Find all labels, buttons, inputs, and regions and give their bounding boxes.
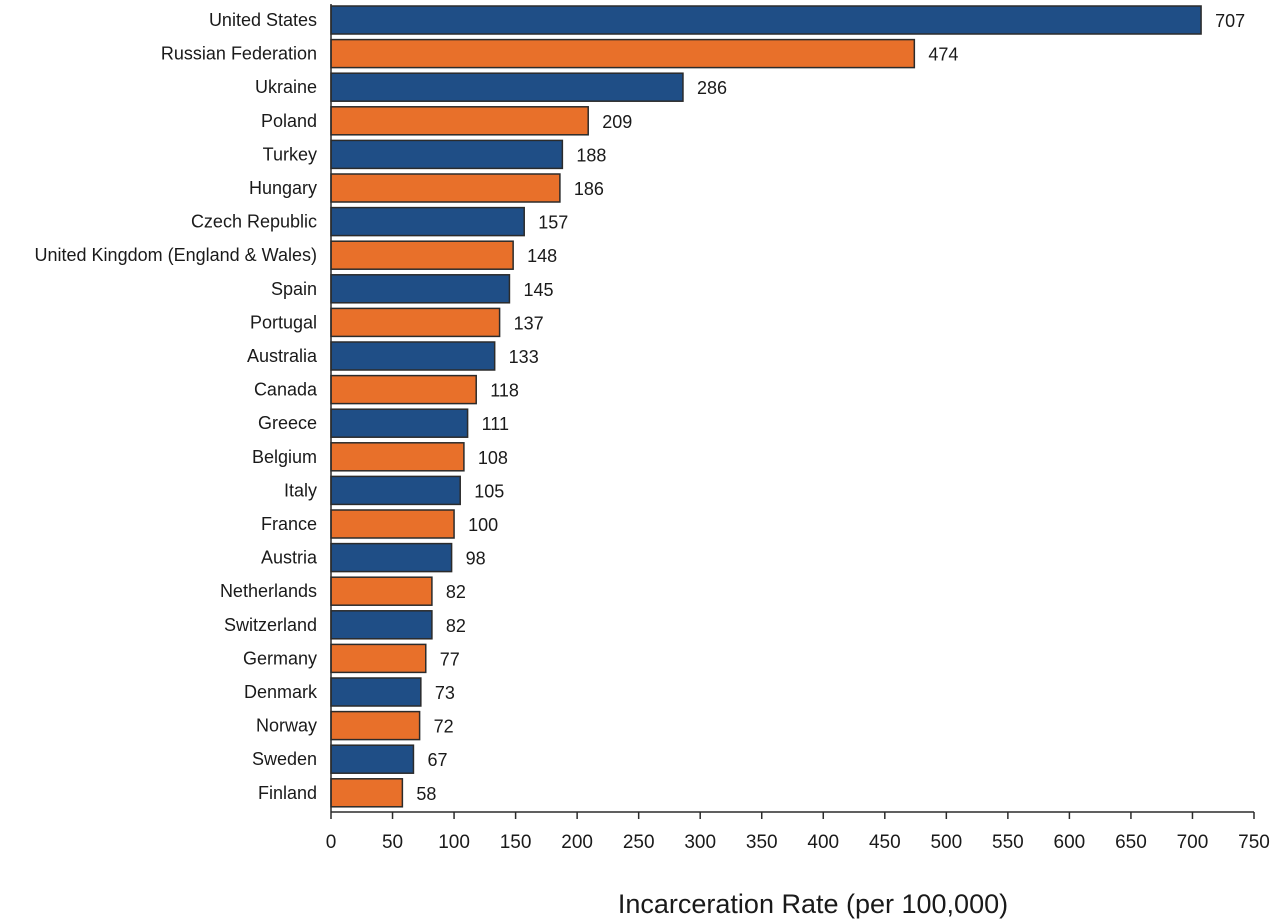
x-tick-label-300: 300 [684, 832, 716, 853]
value-label-spain: 145 [523, 280, 553, 300]
x-tick-label-150: 150 [500, 832, 532, 853]
category-label-italy: Italy [284, 480, 317, 500]
x-tick-label-200: 200 [561, 832, 593, 853]
value-label-turkey: 188 [576, 145, 606, 165]
x-tick-label-400: 400 [807, 832, 839, 853]
x-tick-label-750: 750 [1238, 832, 1270, 853]
bar-united-kingdom-england-wales [330, 240, 514, 270]
category-label-hungary: Hungary [249, 178, 317, 198]
bar-netherlands [330, 576, 433, 606]
bar-hungary [330, 173, 561, 203]
bar-finland [330, 778, 404, 808]
category-label-france: France [261, 514, 317, 534]
x-tick-label-700: 700 [1177, 832, 1209, 853]
category-label-switzerland: Switzerland [224, 615, 317, 635]
value-label-poland: 209 [602, 112, 632, 132]
category-label-turkey: Turkey [263, 144, 317, 164]
value-label-denmark: 73 [435, 683, 455, 703]
value-label-netherlands: 82 [446, 582, 466, 602]
x-tick-label-550: 550 [992, 832, 1024, 853]
bar-switzerland [330, 610, 433, 640]
value-label-czech-republic: 157 [538, 213, 568, 233]
bar-spain [330, 274, 511, 304]
bar-sweden [330, 744, 415, 774]
x-tick-label-650: 650 [1115, 832, 1147, 853]
bar-united-states [330, 5, 1202, 35]
category-label-germany: Germany [243, 648, 317, 668]
value-label-united-states: 707 [1215, 11, 1245, 31]
bar-portugal [330, 307, 501, 338]
value-label-finland: 58 [416, 784, 436, 804]
value-label-sweden: 67 [427, 750, 447, 770]
bar-greece [330, 408, 469, 438]
x-tick-label-350: 350 [746, 832, 778, 853]
bar-italy [330, 475, 461, 506]
value-label-italy: 105 [474, 481, 504, 501]
category-label-austria: Austria [261, 548, 318, 568]
category-label-norway: Norway [256, 716, 317, 736]
bar-austria [330, 542, 453, 573]
category-label-ukraine: Ukraine [255, 77, 317, 97]
value-label-austria: 98 [466, 549, 486, 569]
value-label-hungary: 186 [574, 179, 604, 199]
value-label-switzerland: 82 [446, 616, 466, 636]
bars-layer [330, 5, 1202, 808]
value-label-australia: 133 [509, 347, 539, 367]
value-label-belgium: 108 [478, 448, 508, 468]
category-label-poland: Poland [261, 111, 317, 131]
category-label-united-states: United States [209, 10, 317, 30]
x-tick-label-0: 0 [326, 832, 337, 853]
category-label-portugal: Portugal [250, 312, 317, 332]
bar-turkey [330, 139, 564, 170]
category-label-greece: Greece [258, 413, 317, 433]
x-axis: 0 50 100 150 200 250 300 350 400 450 500 550 600 650 7… [326, 4, 1270, 853]
value-label-norway: 72 [434, 717, 454, 737]
value-label-france: 100 [468, 515, 498, 535]
x-tick-label-250: 250 [623, 832, 655, 853]
x-tick-label-50: 50 [382, 832, 403, 853]
category-label-spain: Spain [271, 279, 317, 299]
x-tick-label-450: 450 [869, 832, 901, 853]
category-label-united-kingdom-england-wales: United Kingdom (England & Wales) [35, 245, 317, 265]
value-label-ukraine: 286 [697, 78, 727, 98]
category-label-canada: Canada [254, 380, 318, 400]
bar-poland [330, 106, 589, 136]
bar-russian-federation [330, 38, 916, 69]
value-label-germany: 77 [440, 649, 460, 669]
bar-czech-republic [330, 206, 525, 237]
category-label-russian-federation: Russian Federation [161, 44, 317, 64]
bar-belgium [330, 442, 465, 472]
bar-france [330, 509, 455, 539]
x-axis-title: Incarceration Rate (per 100,000) [618, 889, 1008, 919]
labels-layer: United States 707 Russian Federation 474 Ukr… [35, 10, 1246, 804]
category-label-finland: Finland [258, 783, 317, 803]
value-label-russian-federation: 474 [928, 45, 958, 65]
value-label-portugal: 137 [514, 313, 544, 333]
x-tick-label-600: 600 [1054, 832, 1086, 853]
category-label-australia: Australia [247, 346, 318, 366]
bar-denmark [330, 677, 422, 707]
bar-germany [330, 643, 427, 674]
category-label-sweden: Sweden [252, 749, 317, 769]
value-label-united-kingdom-england-wales: 148 [527, 246, 557, 266]
x-tick-label-100: 100 [438, 832, 470, 853]
bar-canada [330, 374, 477, 405]
category-label-belgium: Belgium [252, 447, 317, 467]
category-label-netherlands: Netherlands [220, 581, 317, 601]
category-label-czech-republic: Czech Republic [191, 212, 317, 232]
x-tick-label-500: 500 [930, 832, 962, 853]
value-label-canada: 118 [490, 381, 519, 401]
value-label-greece: 111 [482, 414, 509, 434]
bar-australia [330, 341, 496, 371]
bar-ukraine [330, 72, 684, 102]
bar-norway [330, 710, 421, 741]
category-label-denmark: Denmark [244, 682, 318, 702]
